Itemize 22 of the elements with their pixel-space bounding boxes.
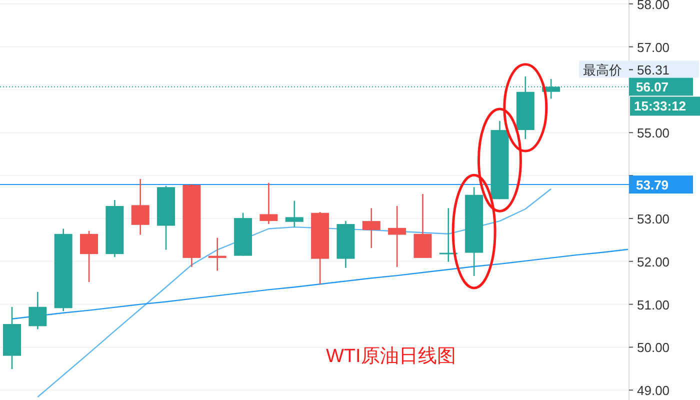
candlestick bbox=[131, 178, 150, 236]
text: 56.31 bbox=[637, 62, 670, 78]
annotation: 最高价 bbox=[583, 62, 622, 78]
candlestick bbox=[28, 291, 47, 330]
y-tick-label: 50.00 bbox=[637, 340, 670, 356]
ref-line-label: 53.79 bbox=[636, 178, 669, 193]
candlestick bbox=[388, 205, 406, 268]
y-tick-label: 52.00 bbox=[637, 254, 670, 270]
y-tick-label: 49.00 bbox=[637, 383, 670, 398]
ref-line-label: 56.07 bbox=[636, 80, 669, 95]
candlestick bbox=[260, 182, 278, 225]
y-tick-label: 53.00 bbox=[637, 211, 670, 226]
text: 15:33:12 bbox=[634, 98, 686, 114]
y-tick-label: 55.00 bbox=[637, 126, 670, 141]
candlestick bbox=[362, 208, 380, 249]
candlestick bbox=[285, 200, 304, 228]
candlestick bbox=[208, 237, 226, 272]
y-tick-label: 58.00 bbox=[637, 0, 670, 12]
text: WTI原油日线图 bbox=[326, 346, 456, 367]
candlestick bbox=[80, 230, 98, 283]
y-tick-label: 57.00 bbox=[637, 40, 670, 55]
y-tick-label: 51.00 bbox=[637, 297, 670, 312]
